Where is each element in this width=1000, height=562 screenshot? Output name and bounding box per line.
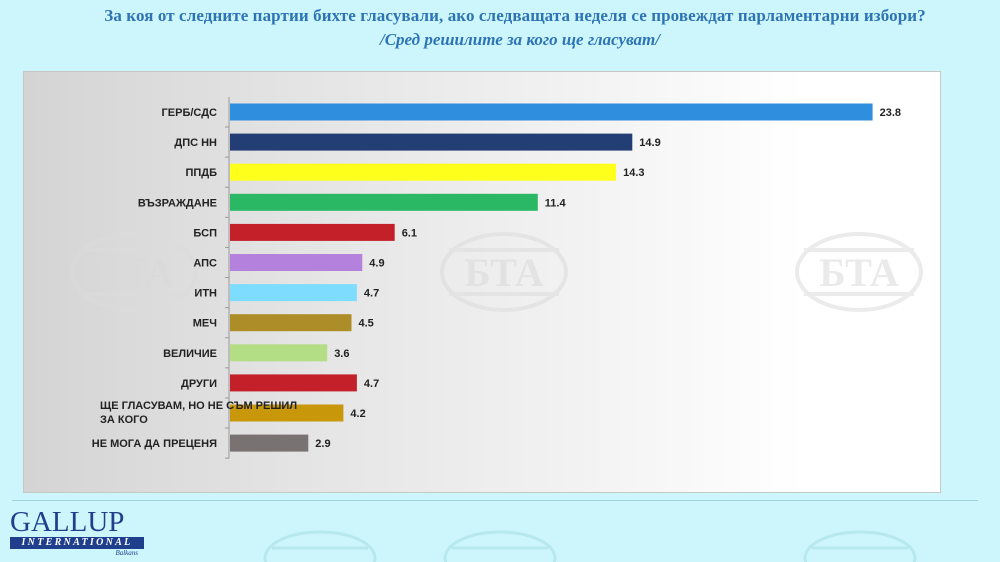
- chart-watermarks: БТА БТА БТА: [70, 232, 923, 312]
- value-label: 14.9: [639, 137, 660, 149]
- chart-area: БТА БТА БТА ГЕРБ/СДС 23.8 ДПС НН 14.9 ППДБ 14.3…: [23, 71, 941, 493]
- chart-subtitle: /Сред решилите за кого ще гласуват/: [379, 30, 660, 49]
- category-label: ВЕЛИЧИЕ: [163, 348, 217, 360]
- value-label: 4.9: [369, 258, 384, 270]
- logo-band: INTERNATIONAL: [10, 537, 144, 549]
- value-label: 4.7: [364, 378, 379, 390]
- value-label: 11.4: [545, 197, 567, 209]
- bar: [230, 344, 328, 362]
- bar: [230, 193, 538, 211]
- watermark-text: БТА: [464, 250, 544, 295]
- category-label: АПС: [193, 258, 217, 270]
- value-label: 4.2: [350, 408, 365, 420]
- bar: [230, 133, 633, 151]
- category-label: БСП: [193, 227, 217, 239]
- bar: [230, 284, 357, 302]
- watermark: БТА: [70, 232, 198, 312]
- value-label: 23.8: [880, 107, 901, 119]
- footer-divider: [12, 500, 978, 501]
- logo-sub: Balkans: [115, 549, 138, 557]
- category-label: ИТН: [194, 288, 217, 300]
- bar-chart: ГЕРБ/СДС 23.8 ДПС НН 14.9 ППДБ 14.3 ВЪЗРАЖДАНЕ…: [92, 96, 901, 459]
- category-label: ДПС НН: [174, 137, 217, 149]
- chart-header: За коя от следните партии бихте гласувал…: [0, 6, 1000, 50]
- value-label: 6.1: [402, 227, 417, 239]
- watermark: БТА: [795, 232, 923, 312]
- watermark-logo-icon: [263, 530, 377, 562]
- bar: [230, 223, 395, 241]
- watermark: БТА: [440, 232, 568, 312]
- value-label: 4.5: [359, 318, 374, 330]
- watermark-text: БТА: [94, 250, 174, 295]
- bar: [230, 404, 344, 422]
- value-label: 14.3: [623, 167, 644, 179]
- category-label: ППДБ: [185, 167, 217, 179]
- bar: [230, 254, 363, 271]
- watermark-logo-icon: [803, 530, 917, 562]
- value-label: 3.6: [334, 348, 349, 360]
- category-label: ДРУГИ: [181, 378, 217, 390]
- category-label: ГЕРБ/СДС: [162, 107, 218, 119]
- category-label: ЩЕ ГЛАСУВАМ, НО НЕ СЪМ РЕШИЛ ЗА КОГО: [100, 400, 297, 426]
- chart-title: За коя от следните партии бихте гласувал…: [104, 6, 926, 25]
- logo-name: GALLUP: [10, 506, 125, 538]
- value-label: 2.9: [315, 438, 330, 450]
- bar: [230, 434, 309, 452]
- category-label: ВЪЗРАЖДАНЕ: [138, 197, 217, 209]
- gallup-logo: GALLUP INTERNATIONAL Balkans: [10, 507, 150, 561]
- category-label: МЕЧ: [193, 318, 217, 330]
- bar: [230, 163, 617, 181]
- value-label: 4.7: [364, 288, 379, 300]
- bar: [230, 374, 357, 392]
- watermark-text: БТА: [819, 250, 899, 295]
- bar: [230, 314, 352, 332]
- category-label: НЕ МОГА ДА ПРЕЦЕНЯ: [92, 438, 217, 450]
- bar: [230, 103, 873, 121]
- watermark-logo-icon: [443, 530, 557, 562]
